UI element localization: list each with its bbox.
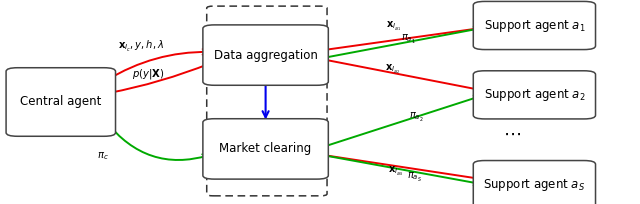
Text: Central agent: Central agent [20, 95, 102, 109]
Text: Support agent $a_S$: Support agent $a_S$ [483, 177, 586, 193]
FancyBboxPatch shape [6, 68, 116, 136]
Text: $\pi_{a_1}$: $\pi_{a_1}$ [401, 33, 415, 46]
FancyBboxPatch shape [474, 1, 595, 50]
Text: $\mathbf{x}_{I_{a_2}}$: $\mathbf{x}_{I_{a_2}}$ [385, 62, 400, 76]
Text: $\pi_{a_S}$: $\pi_{a_S}$ [407, 171, 422, 184]
FancyBboxPatch shape [474, 71, 595, 119]
FancyBboxPatch shape [203, 25, 328, 85]
Text: $p(y|\mathbf{X})$: $p(y|\mathbf{X})$ [132, 67, 164, 81]
FancyBboxPatch shape [474, 161, 595, 204]
Text: Market clearing: Market clearing [220, 142, 312, 155]
Text: Support agent $a_2$: Support agent $a_2$ [484, 87, 585, 103]
Text: $\mathbf{x}_{I_{a_1}}$: $\mathbf{x}_{I_{a_1}}$ [386, 20, 401, 33]
Text: $\pi_c$: $\pi_c$ [97, 150, 108, 162]
Text: $\cdots$: $\cdots$ [503, 125, 521, 143]
FancyBboxPatch shape [203, 119, 328, 179]
Text: Support agent $a_1$: Support agent $a_1$ [484, 18, 585, 33]
Text: Data aggregation: Data aggregation [214, 49, 317, 62]
Text: $\mathbf{x}_{I_{a_S}}$: $\mathbf{x}_{I_{a_S}}$ [388, 164, 403, 178]
Text: $\pi_{a_2}$: $\pi_{a_2}$ [409, 111, 423, 124]
Text: $\mathbf{x}_{I_c}, y, h, \lambda$: $\mathbf{x}_{I_c}, y, h, \lambda$ [118, 39, 164, 54]
